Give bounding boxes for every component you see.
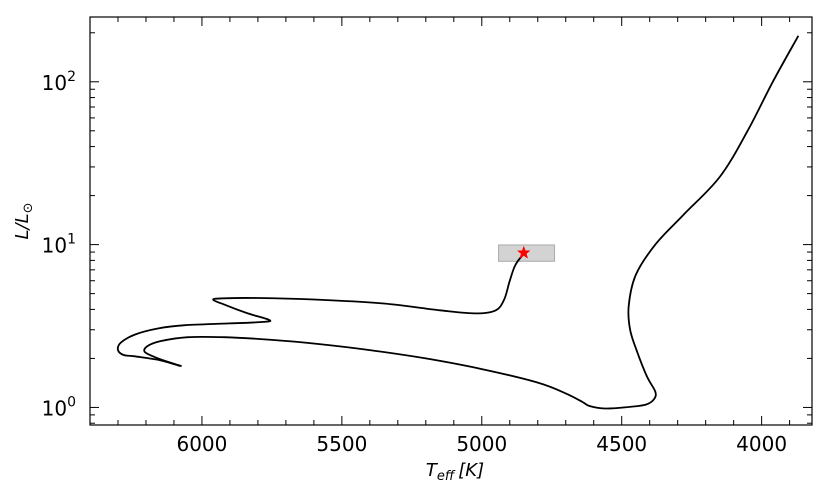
x-tick-label: 4000 [736,432,787,456]
x-tick-label: 5500 [316,432,367,456]
evolutionary-track-segment-1 [143,35,799,410]
series-layer [116,35,799,410]
x-tick-label: 6000 [176,432,227,456]
x-axis-label: Teff [K] [426,460,484,484]
x-tick-label: 4500 [596,432,647,456]
x-tick-label: 5000 [456,432,507,456]
y-tick-label: 100 [42,394,76,420]
y-tick-label: 102 [42,69,76,95]
y-tick-label: 101 [42,232,76,258]
y-axis-label: L/L⊙ [12,202,36,239]
y-axis-label-text: L/L⊙ [12,202,36,239]
tick-layer: 6000 5500 5000 4500 4000 100 101 102 [42,17,812,456]
evolutionary-track-segment-2 [116,252,525,367]
x-axis-label-text: Teff [K] [426,460,484,484]
current-position-star-marker [516,245,531,259]
plot-frame [89,16,813,426]
